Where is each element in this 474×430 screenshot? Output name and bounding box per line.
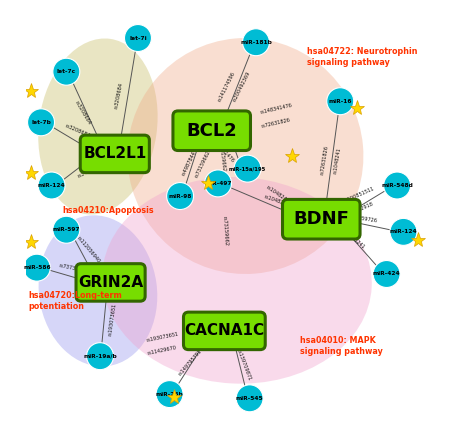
Ellipse shape [128, 38, 364, 274]
Text: miR-19a/b: miR-19a/b [83, 353, 117, 359]
Text: miR-124: miR-124 [390, 229, 417, 234]
Text: rs1048241: rs1048241 [263, 194, 290, 208]
Circle shape [236, 385, 263, 412]
Ellipse shape [38, 215, 157, 366]
Text: rs1048241: rs1048241 [265, 184, 290, 203]
Circle shape [383, 172, 410, 199]
Text: rs34059726: rs34059726 [347, 214, 378, 224]
Circle shape [125, 25, 152, 52]
Circle shape [167, 183, 193, 209]
Text: rs4987844: rs4987844 [181, 150, 197, 177]
FancyBboxPatch shape [183, 312, 265, 350]
Text: rs1048241: rs1048241 [342, 229, 366, 250]
Text: miR-424: miR-424 [373, 271, 401, 276]
Text: hsa04010: MAPK
signaling pathway: hsa04010: MAPK signaling pathway [300, 335, 383, 356]
Circle shape [373, 261, 400, 288]
Text: rs72631826: rs72631826 [319, 145, 329, 175]
Text: miR-98: miR-98 [168, 194, 192, 199]
Text: BDNF: BDNF [293, 210, 349, 228]
Text: rs139709871: rs139709871 [236, 348, 252, 381]
Text: miR-497: miR-497 [204, 181, 232, 186]
FancyBboxPatch shape [80, 135, 149, 173]
Text: miR-548d: miR-548d [381, 183, 413, 188]
Text: let-7i: let-7i [129, 36, 147, 40]
Text: BCL2: BCL2 [186, 122, 237, 140]
Circle shape [38, 172, 65, 199]
Text: rs193073651: rs193073651 [107, 303, 117, 336]
Circle shape [53, 58, 80, 85]
Circle shape [327, 88, 354, 115]
Text: rs1048241: rs1048241 [333, 147, 342, 174]
Text: hsa04722: Neurotrophin
signaling pathway: hsa04722: Neurotrophin signaling pathway [307, 47, 417, 67]
Text: rs3208684: rs3208684 [74, 100, 92, 126]
Text: rs148341476: rs148341476 [209, 136, 235, 163]
Text: hsa04210:Apoptosis: hsa04210:Apoptosis [62, 206, 154, 215]
Text: miR-15a/195: miR-15a/195 [229, 166, 266, 171]
Text: miR-545: miR-545 [236, 396, 264, 401]
Text: GRIN2A: GRIN2A [78, 275, 143, 290]
Text: rs73159662: rs73159662 [221, 216, 228, 246]
Circle shape [205, 170, 231, 197]
Text: let-7b: let-7b [31, 120, 51, 125]
Text: miR-586: miR-586 [23, 265, 51, 270]
Circle shape [243, 29, 269, 56]
Text: miR-181b: miR-181b [240, 40, 272, 45]
Text: rs141174596: rs141174596 [217, 71, 236, 102]
FancyBboxPatch shape [76, 264, 145, 301]
Text: rs73159662: rs73159662 [194, 149, 211, 178]
Circle shape [234, 155, 261, 182]
Text: miR-597: miR-597 [53, 227, 80, 232]
Circle shape [156, 381, 183, 408]
Text: rs193073651: rs193073651 [146, 331, 179, 343]
Text: rs3208684: rs3208684 [64, 123, 91, 138]
Text: rs149795791: rs149795791 [177, 348, 203, 377]
Text: rs72631826: rs72631826 [261, 118, 291, 129]
Text: rs148341476: rs148341476 [259, 102, 292, 114]
Ellipse shape [102, 177, 372, 384]
Text: miR-16: miR-16 [328, 99, 352, 104]
Text: rs73159662: rs73159662 [218, 142, 226, 172]
Text: miR-124: miR-124 [38, 183, 65, 188]
Text: miR-26b: miR-26b [155, 392, 183, 396]
Text: rs200851511: rs200851511 [343, 186, 375, 204]
Text: rs41282918: rs41282918 [345, 201, 374, 218]
Text: BCL2L1: BCL2L1 [83, 146, 146, 161]
Text: rs112056940: rs112056940 [76, 235, 101, 264]
Circle shape [23, 254, 50, 281]
Circle shape [53, 216, 80, 243]
Circle shape [390, 218, 417, 246]
Text: rs3208684: rs3208684 [114, 82, 124, 110]
Circle shape [87, 343, 114, 370]
Text: rs73735310: rs73735310 [59, 263, 89, 273]
Circle shape [27, 109, 55, 136]
Text: rs200492369: rs200492369 [232, 71, 251, 102]
Text: let-7c: let-7c [57, 69, 76, 74]
FancyBboxPatch shape [173, 111, 250, 150]
Text: rs11429670: rs11429670 [147, 345, 177, 356]
Text: rs34059726: rs34059726 [76, 161, 105, 178]
Text: CACNA1C: CACNA1C [184, 323, 264, 338]
Text: hsa04720:Long-term
potentiation: hsa04720:Long-term potentiation [28, 292, 122, 311]
FancyBboxPatch shape [283, 200, 360, 239]
Ellipse shape [38, 39, 158, 215]
